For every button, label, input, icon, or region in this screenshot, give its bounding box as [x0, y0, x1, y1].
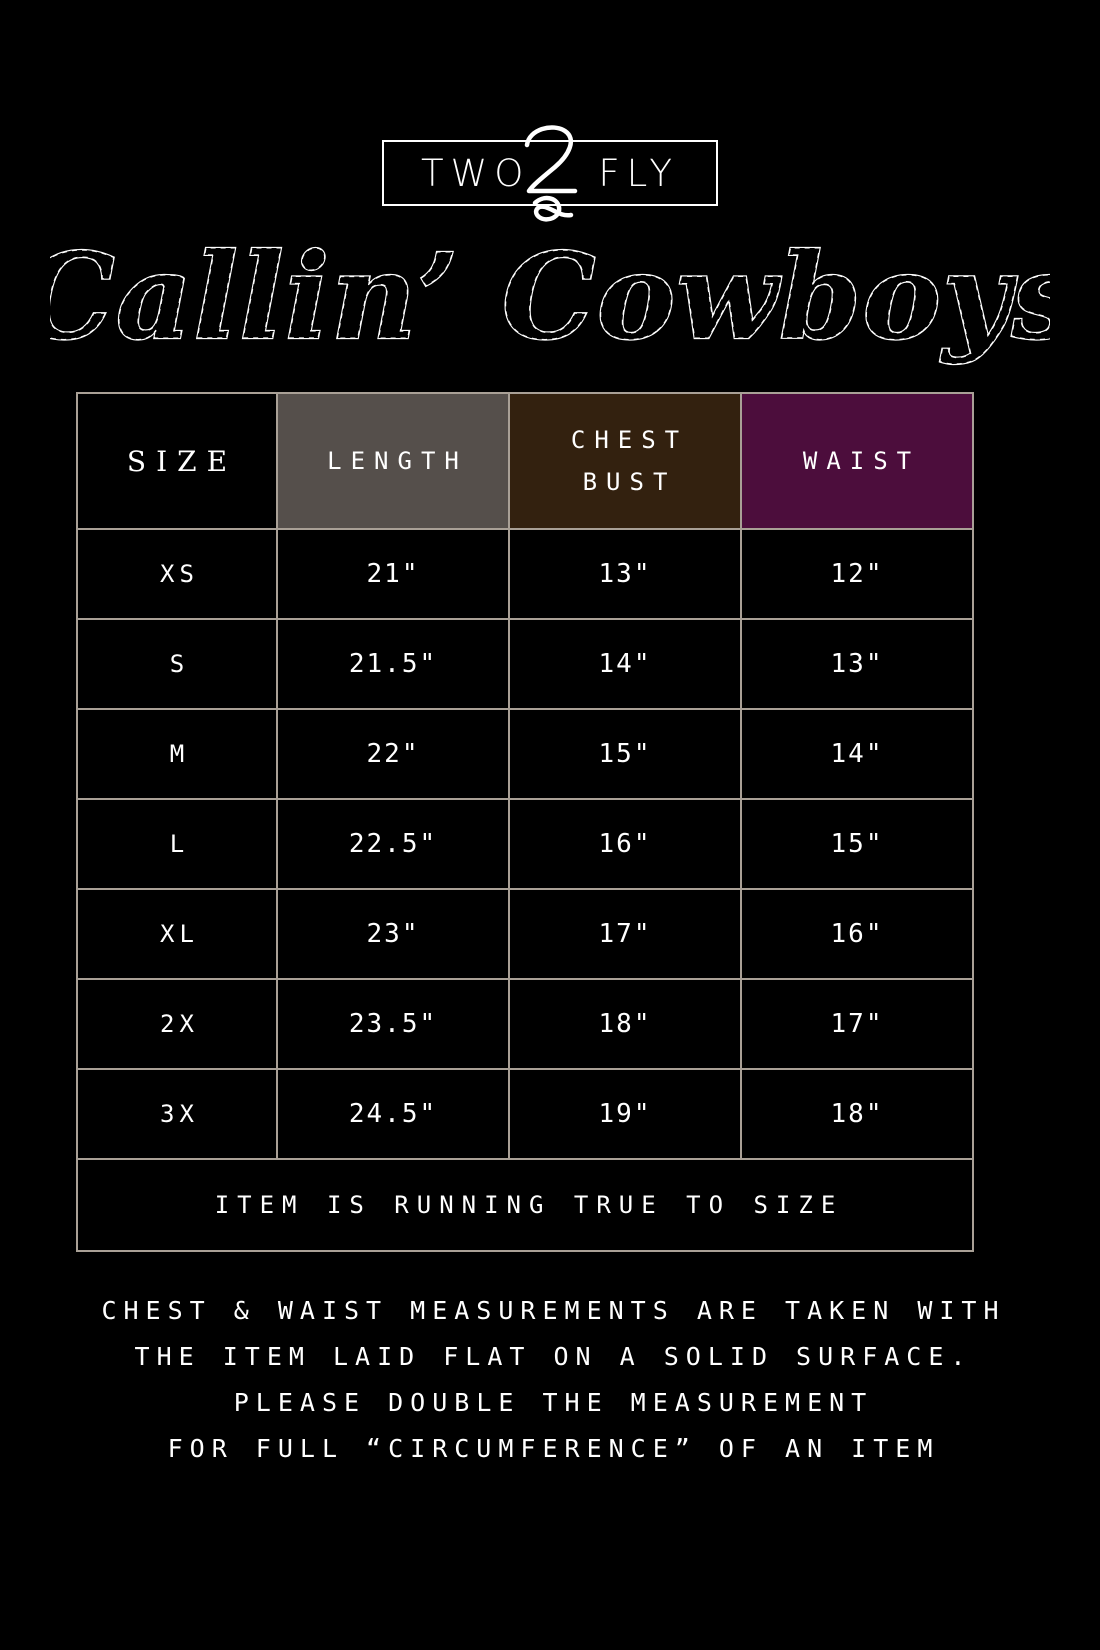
cell-waist: 12" [740, 528, 974, 620]
table-note-row: ITEM IS RUNNING TRUE TO SIZE [76, 1158, 974, 1252]
cell-chest: 18" [508, 978, 742, 1070]
cell-waist: 16" [740, 888, 974, 980]
disclaimer-line-2: THE ITEM LAID FLAT ON A SOLID SURFACE. [134, 1342, 973, 1371]
table-body: XS 21" 13" 12" S 21.5" 14" 13" M 22" 15"… [76, 528, 974, 1252]
disclaimer-line-1: CHEST & WAIST MEASUREMENTS ARE TAKEN WIT… [101, 1296, 1006, 1325]
column-header-chest-line1: CHEST [570, 426, 689, 454]
page-title-text: Callin’ Cowboys [50, 227, 1050, 366]
brand-text-right: FLY [598, 151, 679, 195]
column-header-chest-bust: CHEST BUST [508, 392, 742, 530]
cell-size: 3X [76, 1068, 278, 1160]
cell-chest: 13" [508, 528, 742, 620]
cell-waist: 17" [740, 978, 974, 1070]
table-header: SIZE LENGTH CHEST BUST WAIST [76, 392, 974, 530]
cell-size: S [76, 618, 278, 710]
page-title-text-texture: Callin’ Cowboys [50, 227, 1050, 366]
cell-size: 2X [76, 978, 278, 1070]
table-row: 2X 23.5" 18" 17" [76, 978, 974, 1070]
column-header-chest-line2: BUST [582, 468, 677, 496]
cell-chest: 19" [508, 1068, 742, 1160]
cell-waist: 18" [740, 1068, 974, 1160]
size-chart-table: SIZE LENGTH CHEST BUST WAIST XS 21" 13" … [76, 392, 974, 1252]
cell-length: 23" [276, 888, 510, 980]
cell-length: 21" [276, 528, 510, 620]
disclaimer-line-4: FOR FULL “CIRCUMFERENCE” OF AN ITEM [167, 1434, 940, 1463]
cell-waist: 14" [740, 708, 974, 800]
cell-length: 23.5" [276, 978, 510, 1070]
brand-text-left: TWO [421, 151, 531, 195]
table-row: L 22.5" 16" 15" [76, 798, 974, 890]
brand-logo: TWO FLY [0, 125, 1100, 222]
brand-logo-box: TWO FLY [382, 125, 718, 222]
table-row: S 21.5" 14" 13" [76, 618, 974, 710]
cell-size: L [76, 798, 278, 890]
table-row: XS 21" 13" 12" [76, 528, 974, 620]
page-title: Callin’ Cowboys Callin’ Cowboys [0, 222, 1100, 377]
disclaimer-line-3: PLEASE DOUBLE THE MEASUREMENT [233, 1388, 874, 1417]
fit-note: ITEM IS RUNNING TRUE TO SIZE [76, 1158, 974, 1252]
cell-length: 21.5" [276, 618, 510, 710]
cell-chest: 17" [508, 888, 742, 980]
column-header-size: SIZE [76, 392, 278, 530]
cell-chest: 15" [508, 708, 742, 800]
cell-chest: 14" [508, 618, 742, 710]
measurement-disclaimer: CHEST & WAIST MEASUREMENTS ARE TAKEN WIT… [0, 1288, 1100, 1472]
column-header-waist: WAIST [740, 392, 974, 530]
brand-wordmark: TWO FLY [421, 155, 679, 192]
cell-size: XS [76, 528, 278, 620]
table-row: M 22" 15" 14" [76, 708, 974, 800]
cell-length: 22.5" [276, 798, 510, 890]
cell-size: XL [76, 888, 278, 980]
table-row: XL 23" 17" 16" [76, 888, 974, 980]
cell-length: 24.5" [276, 1068, 510, 1160]
cell-waist: 15" [740, 798, 974, 890]
cell-chest: 16" [508, 798, 742, 890]
cell-waist: 13" [740, 618, 974, 710]
cell-size: M [76, 708, 278, 800]
table-header-row: SIZE LENGTH CHEST BUST WAIST [76, 392, 974, 530]
column-header-length: LENGTH [276, 392, 510, 530]
cell-length: 22" [276, 708, 510, 800]
table-row: 3X 24.5" 19" 18" [76, 1068, 974, 1160]
